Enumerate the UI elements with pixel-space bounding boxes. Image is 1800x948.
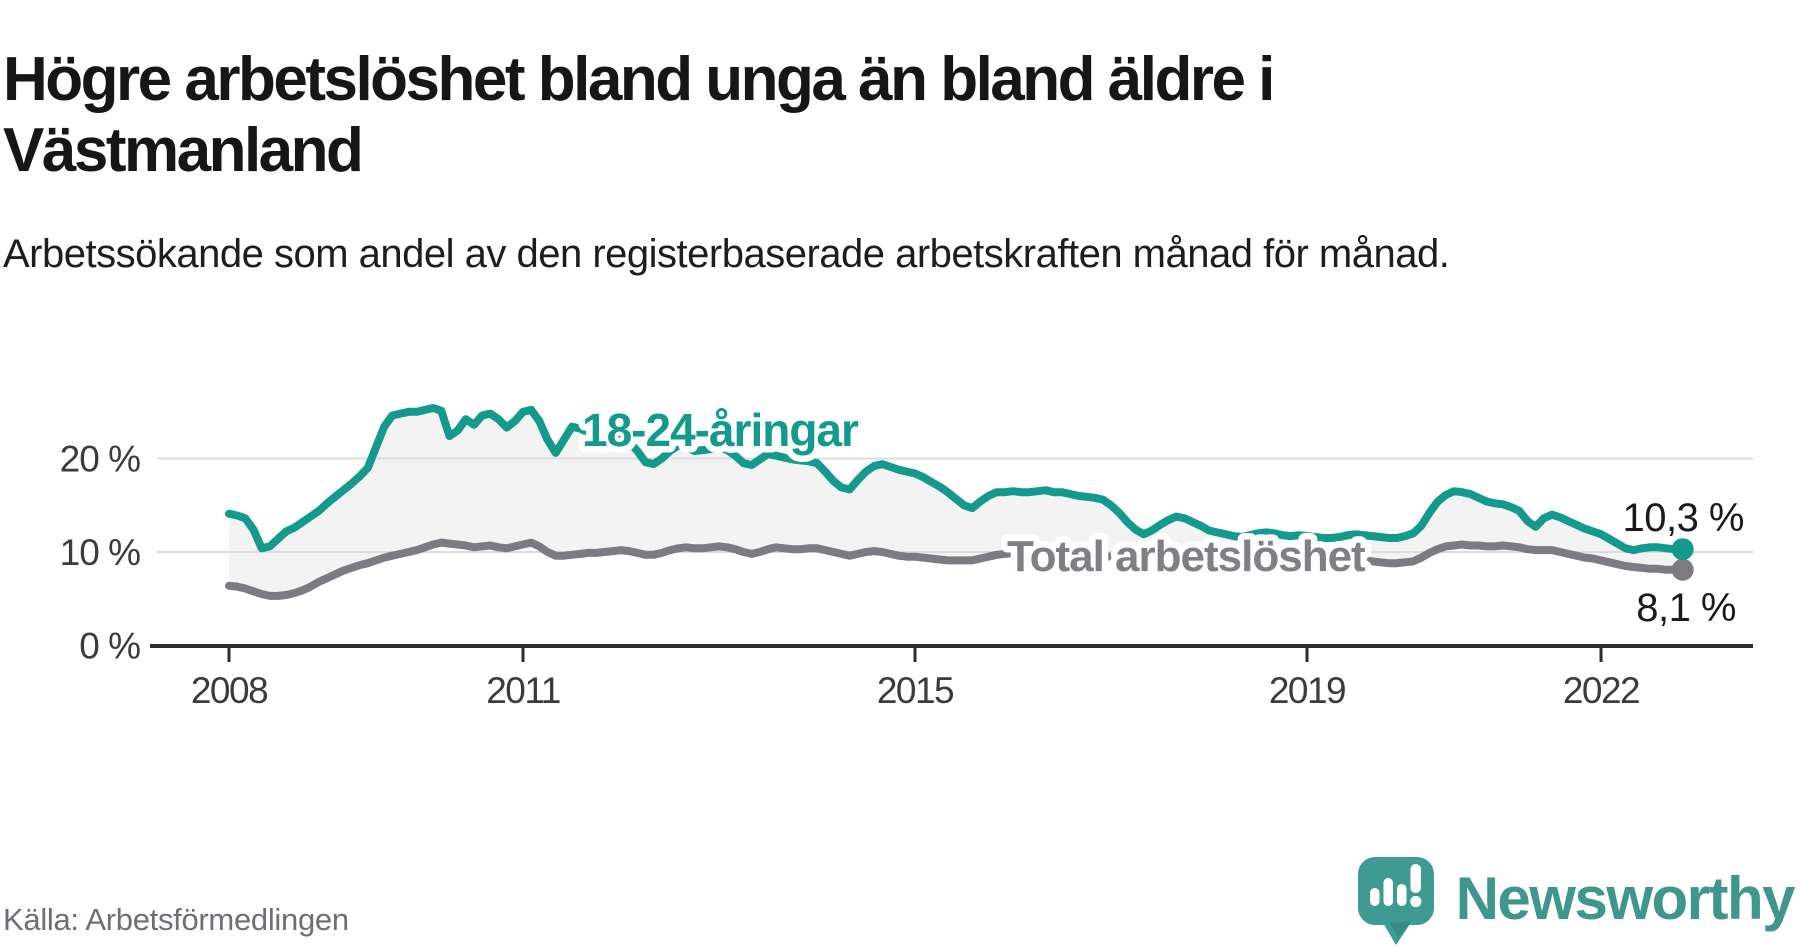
- x-tick-label: 2011: [486, 670, 560, 711]
- logo-exclamation-dot: [1409, 895, 1421, 908]
- series-end-dot-youth: [1671, 538, 1694, 561]
- page-title: Högre arbetslöshet bland unga än bland ä…: [3, 44, 1275, 186]
- logo-bar-small: [1369, 888, 1380, 906]
- series-label-youth: 18-24-åringar: [582, 404, 859, 456]
- end-value-label-total: 8,1 %: [1636, 586, 1736, 630]
- logo-bar-medium: [1396, 884, 1407, 906]
- x-tick-label: 2015: [877, 670, 954, 711]
- newsworthy-wordmark: Newsworthy: [1455, 865, 1796, 932]
- logo-exclamation-bar: [1410, 864, 1421, 893]
- newsworthy-logo-icon: [1357, 857, 1434, 945]
- page-subtitle: Arbetssökande som andel av den registerb…: [3, 232, 1450, 276]
- series-line-total: [225, 538, 1687, 600]
- x-tick-label: 2008: [191, 670, 267, 711]
- series-line-youth: [225, 404, 1687, 555]
- series-end-dot-total: [1671, 558, 1694, 581]
- y-tick-label: 0 %: [79, 626, 140, 667]
- logo-bar-tall: [1383, 878, 1393, 906]
- newsworthy-logo: Newsworthy: [1352, 851, 1796, 946]
- y-tick-label: 10 %: [60, 532, 140, 573]
- x-tick-label: 2022: [1563, 670, 1639, 711]
- end-value-label-youth: 10,3 %: [1622, 496, 1744, 540]
- series-label-total: Total arbetslöshet: [1007, 532, 1366, 581]
- y-tick-label: 20 %: [60, 439, 140, 480]
- source-note: Källa: Arbetsförmedlingen: [3, 902, 349, 937]
- x-tick-label: 2019: [1269, 670, 1345, 711]
